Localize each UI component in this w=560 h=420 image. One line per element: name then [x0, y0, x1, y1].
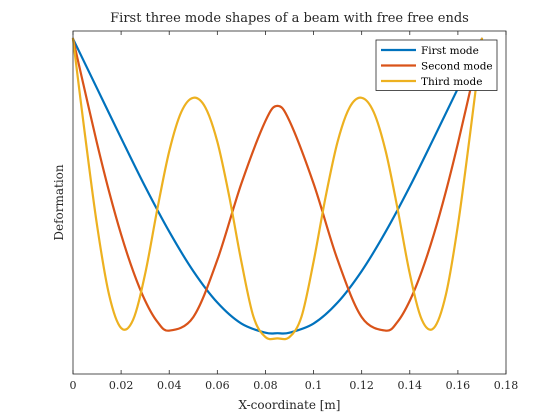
x-tick-label: 0.04: [157, 379, 182, 392]
series-line-first-mode: [71, 37, 484, 335]
x-tick-label: 0.02: [109, 379, 134, 392]
x-tick-label: 0.12: [349, 379, 374, 392]
x-tick-label: 0.1: [305, 379, 323, 392]
axes-box: [72, 30, 507, 375]
x-tick-label: 0.08: [253, 379, 278, 392]
x-tick-label: 0.14: [398, 379, 423, 392]
series-line-third-mode: [71, 37, 484, 341]
legend-label-third-mode: Third mode: [421, 76, 482, 88]
series-lines: [71, 37, 484, 341]
legend: First mode Second mode Third mode: [375, 39, 498, 91]
x-tick-label: 0.06: [205, 379, 230, 392]
x-tick-label: 0: [70, 379, 77, 392]
x-tick-label: 0.18: [494, 379, 519, 392]
chart-title: First three mode shapes of a beam with f…: [110, 11, 469, 26]
y-axis-label: Deformation: [52, 164, 66, 241]
x-axis-ticks: 0 0.02 0.04 0.06 0.08 0.1 0.12 0.14 0.16 0.18: [70, 31, 519, 392]
x-axis-label: X-coordinate [m]: [239, 398, 341, 412]
series-line-second-mode: [71, 37, 484, 332]
legend-label-second-mode: Second mode: [421, 61, 493, 73]
legend-label-first-mode: First mode: [421, 45, 479, 57]
x-tick-label: 0.16: [446, 379, 471, 392]
